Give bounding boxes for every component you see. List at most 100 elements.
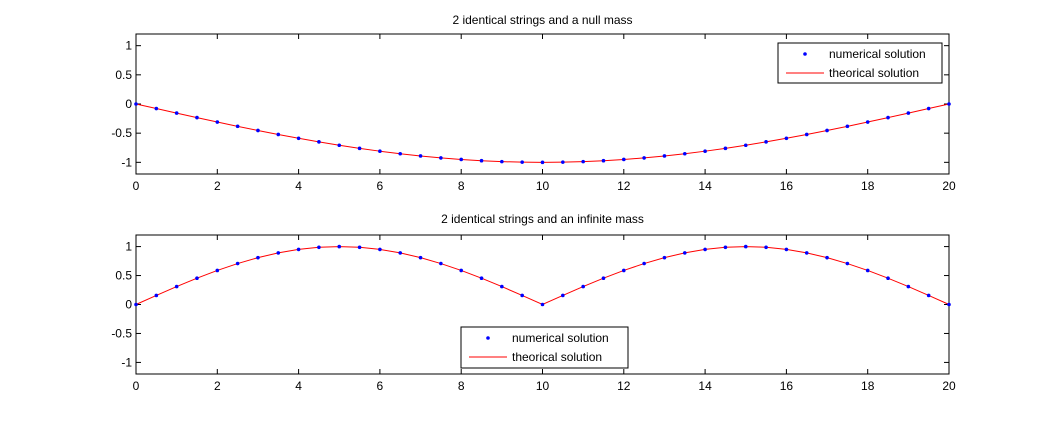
- x-tick-label: 10: [536, 379, 550, 393]
- y-tick-label: 1: [125, 39, 132, 53]
- data-point: [703, 247, 707, 252]
- x-tick-label: 4: [295, 179, 302, 193]
- legend-box: [777, 42, 943, 84]
- x-tick-label: 4: [295, 379, 302, 393]
- data-point: [439, 156, 443, 160]
- legend-label: theorical solution: [512, 350, 602, 364]
- x-tick-label: 6: [377, 379, 384, 393]
- x-tick-label: 16: [780, 179, 794, 193]
- x-tick-label: 0: [133, 179, 140, 193]
- x-tick-label: 12: [617, 379, 631, 393]
- y-tick-label: -1: [121, 355, 132, 369]
- chart-title: 2 identical strings and a null mass: [452, 13, 632, 27]
- data-point: [317, 140, 321, 144]
- subplot-null-mass: 2 identical strings and a null mass 0 2 4 6 8…: [111, 13, 956, 193]
- data-point: [276, 132, 281, 137]
- data-point: [520, 293, 524, 298]
- data-point: [398, 151, 403, 156]
- data-point: [540, 160, 545, 165]
- legend-label: theorical solution: [829, 66, 919, 80]
- data-point: [235, 124, 240, 129]
- series-line-1: [135, 103, 950, 163]
- x-tick-label: 14: [698, 379, 712, 393]
- data-point: [662, 154, 667, 158]
- data-point: [134, 302, 138, 307]
- y-tick-label: -1: [121, 155, 132, 169]
- data-point: [154, 106, 159, 111]
- data-point: [337, 244, 342, 249]
- data-point: [845, 261, 850, 266]
- data-point: [418, 255, 423, 260]
- data-point: [500, 284, 504, 289]
- data-point: [886, 115, 890, 120]
- data-point: [622, 268, 626, 273]
- data-point: [296, 136, 301, 141]
- x-tick-label: 18: [861, 179, 875, 193]
- x-tick-label: 0: [133, 379, 140, 393]
- data-point: [561, 160, 565, 164]
- data-point: [906, 111, 911, 115]
- data-point: [174, 111, 179, 115]
- data-point: [764, 245, 768, 250]
- y-tick-label: -0.5: [111, 326, 132, 340]
- data-point: [642, 261, 646, 266]
- data-point: [743, 244, 748, 249]
- x-tick-label: 20: [942, 379, 956, 393]
- x-tick-label: 20: [942, 179, 956, 193]
- legend-marker: [486, 336, 490, 340]
- data-point: [398, 251, 403, 255]
- data-point: [601, 158, 606, 163]
- data-point: [926, 293, 931, 298]
- y-tick-label: -0.5: [111, 126, 132, 140]
- data-point: [825, 128, 829, 133]
- data-point: [479, 158, 484, 163]
- data-point: [235, 261, 240, 266]
- data-point: [581, 284, 585, 289]
- data-point: [906, 284, 911, 289]
- data-point: [804, 251, 809, 255]
- subplot-infinite-mass: 2 identical strings and an infinite mass…: [111, 212, 956, 393]
- y-tick-label: 0: [125, 298, 132, 312]
- data-point: [947, 302, 951, 307]
- x-tick-label: 12: [617, 179, 631, 193]
- data-point: [764, 140, 768, 144]
- data-point: [561, 293, 565, 298]
- x-tick-label: 2: [214, 179, 221, 193]
- data-point: [357, 245, 362, 250]
- legend-label: numerical solution: [512, 331, 609, 345]
- data-point: [540, 302, 545, 307]
- data-point: [154, 293, 159, 298]
- legend-label: numerical solution: [829, 47, 926, 61]
- x-tick-label: 2: [214, 379, 221, 393]
- data-point: [926, 106, 931, 111]
- y-tick-label: 1: [125, 240, 132, 254]
- data-point: [804, 132, 809, 137]
- data-point: [439, 261, 443, 266]
- x-tick-label: 16: [780, 379, 794, 393]
- data-point: [378, 247, 382, 252]
- chart-title: 2 identical strings and an infinite mass: [441, 212, 644, 226]
- data-point: [865, 120, 870, 124]
- legend: numerical solution theorical solution: [777, 42, 943, 84]
- data-point: [784, 247, 789, 252]
- data-point: [947, 102, 951, 106]
- data-point: [317, 245, 321, 250]
- data-point: [784, 136, 789, 141]
- legend: numerical solution theorical solution: [460, 326, 629, 369]
- data-point: [378, 149, 382, 153]
- data-point: [418, 154, 423, 158]
- data-point: [581, 159, 585, 164]
- x-tick-label: 14: [698, 179, 712, 193]
- data-point: [723, 245, 728, 250]
- data-point: [195, 276, 199, 281]
- x-tick-label: 18: [861, 379, 875, 393]
- x-tick-label: 8: [458, 179, 465, 193]
- data-point: [682, 251, 687, 255]
- y-tick-label: 0.5: [115, 269, 132, 283]
- x-tick-label: 6: [377, 179, 384, 193]
- data-point: [256, 128, 260, 133]
- legend-marker: [803, 52, 807, 56]
- data-point: [723, 146, 728, 151]
- data-point: [256, 255, 260, 260]
- x-tick-label: 10: [536, 179, 550, 193]
